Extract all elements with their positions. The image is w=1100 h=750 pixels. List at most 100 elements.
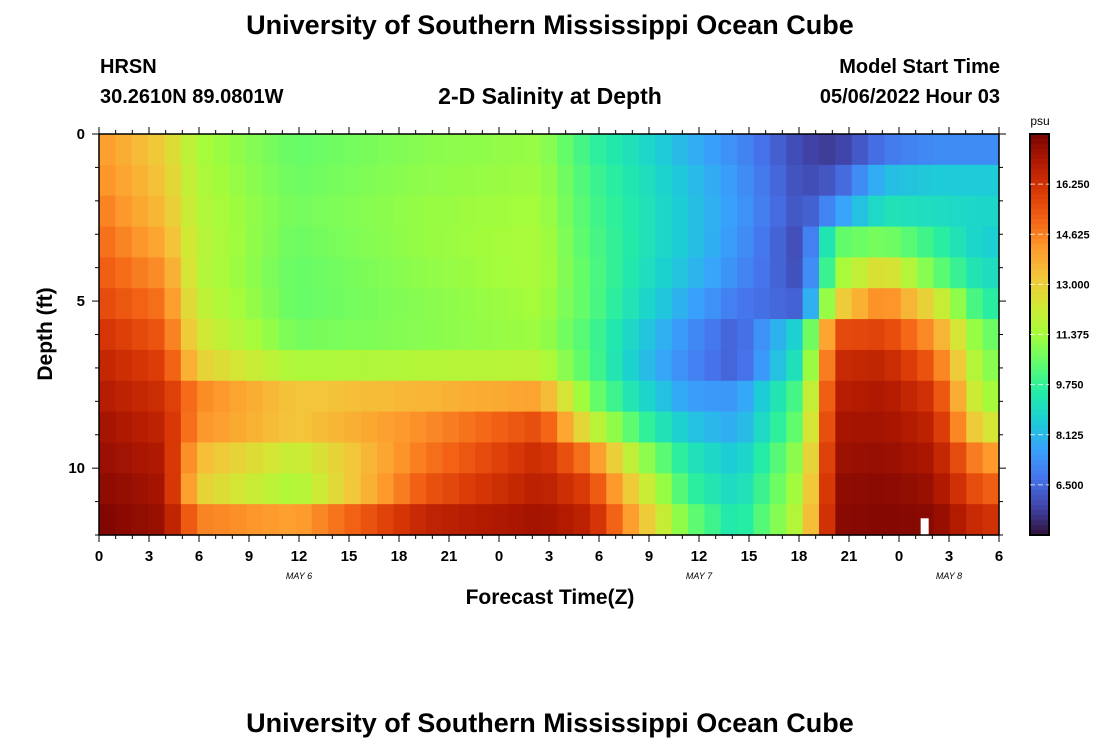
heatmap-cell [164,411,182,444]
x-tick-label: 18 [791,548,808,565]
heatmap-cell [279,164,296,197]
heatmap-cell [148,164,166,197]
heatmap-cell [704,442,722,474]
heatmap-cell [704,473,722,505]
heatmap-cell [360,319,378,351]
heatmap-cell [409,164,427,197]
heatmap-cell [426,473,444,505]
heatmap-cell [197,195,215,228]
heatmap-cell [868,134,886,166]
heatmap-cell [213,380,231,413]
heatmap-cell [180,226,198,258]
heatmap-cell [671,473,689,505]
heatmap-cell [655,288,673,320]
heatmap-cell [164,257,182,289]
colorbar-segment [1030,414,1049,421]
colorbar-segment [1030,499,1049,506]
heatmap-cell [589,319,607,351]
heatmap-cell [688,288,706,320]
heatmap-cell [524,288,542,320]
heatmap-cell [229,473,247,505]
heatmap-cell [557,380,575,413]
heatmap-cell [99,411,116,444]
heatmap-cell [311,504,329,536]
heatmap-cell [802,195,820,228]
colorbar-segment [1030,204,1049,210]
heatmap-cell [508,473,526,505]
heatmap-cell [933,257,951,289]
heatmap-cell [328,257,346,289]
heatmap-cell [982,504,1000,536]
heatmap-cell [737,380,755,413]
heatmap-cell [426,504,444,536]
y-axis: 0 5 10 [68,126,1006,536]
heatmap-cell [557,226,575,258]
x-tick-label: 21 [441,548,458,565]
heatmap-cell [606,134,624,166]
heatmap-cell [459,442,476,474]
heatmap-cell [540,411,558,444]
heatmap-cell [639,288,656,320]
heatmap-cell [360,411,378,444]
heatmap-cell [982,288,1000,320]
heatmap-cell [442,380,460,413]
heatmap-cell [655,442,673,474]
heatmap-cell [589,288,607,320]
heatmap-cell [426,319,444,351]
heatmap-cell [229,411,247,444]
heatmap-cell [786,257,804,289]
heatmap-cell [737,257,755,289]
heatmap-cell [917,349,935,382]
heatmap-cell [639,349,656,382]
heatmap-cell [851,195,869,228]
heatmap-cell [819,288,836,320]
heatmap-cell [344,319,362,351]
heatmap-cell [933,380,951,413]
heatmap-cell [164,473,182,505]
heatmap-cell [311,380,329,413]
heatmap-cell [377,411,395,444]
heatmap-cell [262,349,280,382]
heatmap-cell [753,504,771,536]
heatmap-cell [360,288,378,320]
colorbar-segment [1030,409,1049,416]
heatmap-cell [377,226,395,258]
heatmap-cell [557,319,575,351]
heatmap-cell [966,134,984,166]
heatmap-cell [704,257,722,289]
heatmap-cell [851,164,869,197]
heatmap-cell [753,288,771,320]
heatmap-cell [900,134,918,166]
heatmap-cell [917,473,935,505]
heatmap-cell [851,380,869,413]
heatmap-cell [459,164,476,197]
colorbar-segment [1030,374,1049,381]
heatmap-cell [459,319,476,351]
heatmap-cell [622,257,640,289]
heatmap-cell [442,134,460,166]
heatmap-cell [671,257,689,289]
heatmap-cell [655,504,673,536]
heatmap-cell [835,319,853,351]
heatmap-cell [982,319,1000,351]
heatmap-cell [688,164,706,197]
heatmap-cell [262,504,280,536]
heatmap-cell [606,504,624,536]
heatmap-cell [835,226,853,258]
heatmap-cell [180,319,198,351]
heatmap-cell [786,195,804,228]
heatmap-cell [246,288,264,320]
heatmap-cell [475,134,493,166]
heatmap-cell [377,319,395,351]
colorbar-segment [1030,419,1049,426]
heatmap-cell [377,257,395,289]
heatmap-cell [393,380,411,413]
heatmap-cell [622,380,640,413]
heatmap-cell [344,164,362,197]
heatmap-cell [769,473,787,505]
heatmap-cell [900,319,918,351]
heatmap-cell [311,349,329,382]
heatmap-cell [688,380,706,413]
heatmap-cell [246,411,264,444]
salinity-heatmap-chart: 0 3 6 9 12 15 18 21 0 3 6 9 12 15 18 21 0 3 6 MAY 6 MAY 7 MAY… [34,114,1090,609]
